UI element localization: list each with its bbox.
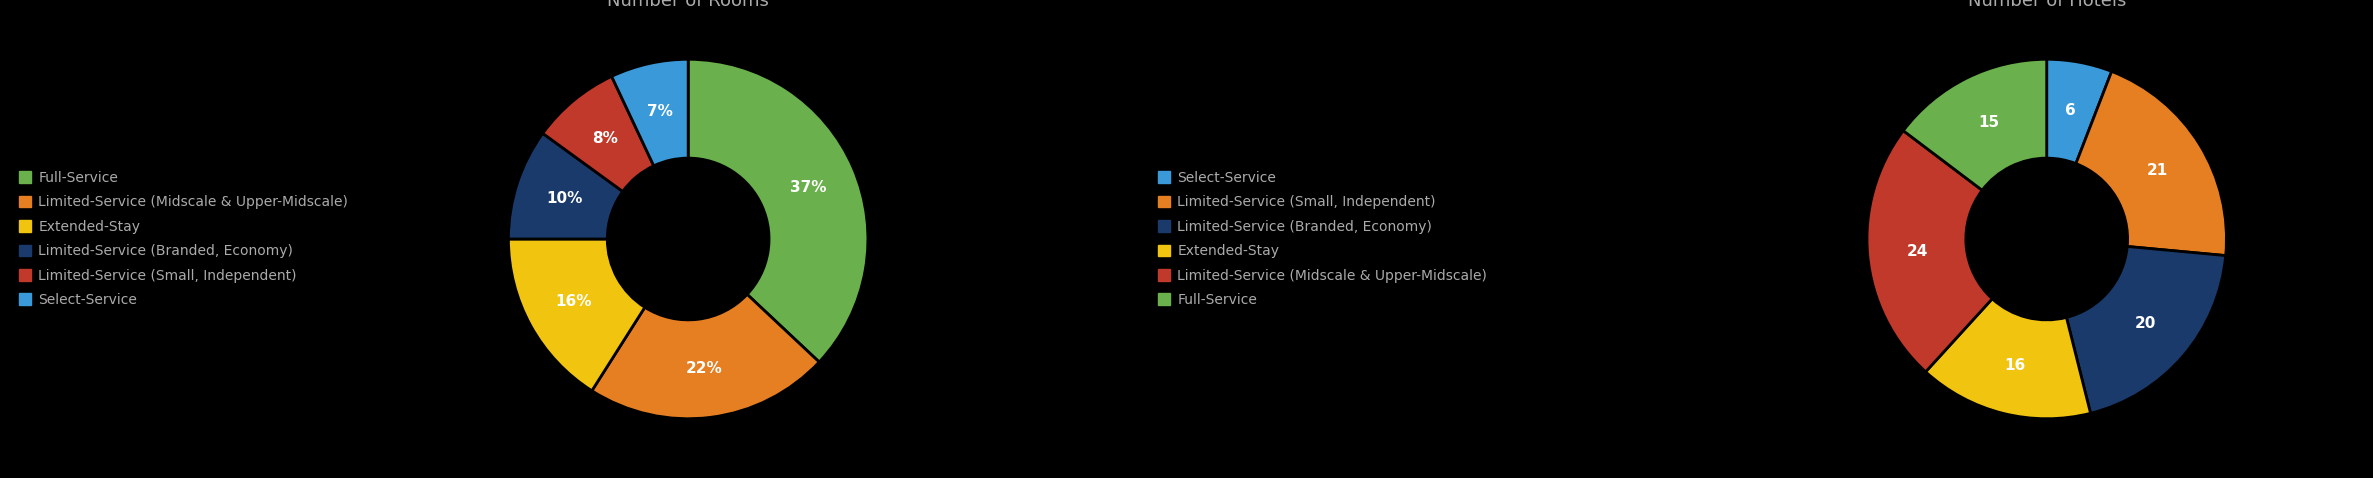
Legend: Full-Service, Limited-Service (Midscale & Upper-Midscale), Extended-Stay, Limite: Full-Service, Limited-Service (Midscale … [19,171,349,307]
Wedge shape [612,59,688,166]
Text: 22%: 22% [686,361,724,376]
Text: 16: 16 [2005,358,2027,373]
Wedge shape [2067,247,2226,413]
Title: Number of Rooms: Number of Rooms [607,0,769,10]
Wedge shape [508,133,622,239]
Wedge shape [1903,59,2048,190]
Wedge shape [591,294,819,419]
Wedge shape [543,76,653,192]
Text: 10%: 10% [546,191,581,206]
Text: 15: 15 [1979,115,1998,130]
Text: 8%: 8% [593,131,617,146]
Text: 7%: 7% [648,104,672,120]
Text: 20: 20 [2136,316,2157,331]
Text: 16%: 16% [555,294,593,309]
Text: 24: 24 [1906,243,1927,259]
Wedge shape [1868,130,1993,372]
Wedge shape [688,59,869,362]
Wedge shape [2046,59,2112,163]
Text: 6: 6 [2065,103,2076,119]
Title: Number of Hotels: Number of Hotels [1967,0,2126,10]
Text: 37%: 37% [790,180,826,195]
Wedge shape [2076,71,2226,256]
Legend: Select-Service, Limited-Service (Small, Independent), Limited-Service (Branded, : Select-Service, Limited-Service (Small, … [1158,171,1488,307]
Text: 21: 21 [2148,163,2169,178]
Wedge shape [508,239,645,391]
Wedge shape [1925,299,2091,419]
